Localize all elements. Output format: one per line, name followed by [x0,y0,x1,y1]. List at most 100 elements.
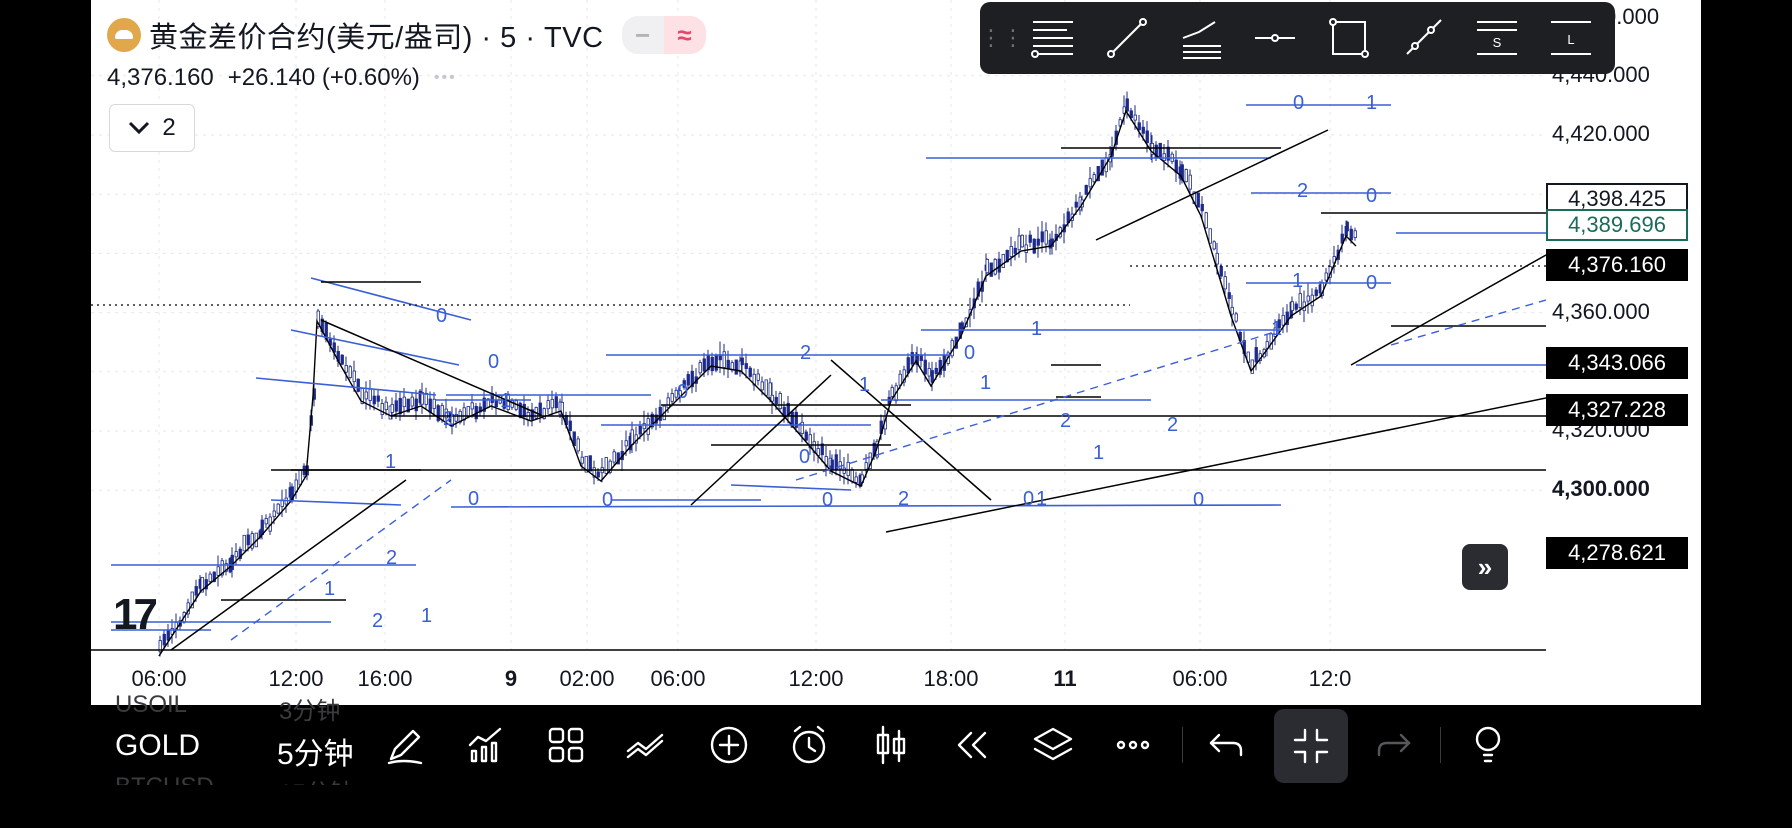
bottom-strip [0,788,1792,828]
idea-icon [1475,726,1501,763]
candle-body [410,396,414,407]
pen-icon [387,729,423,765]
candle-body [906,357,910,374]
symbol-selector[interactable]: GOLD [115,729,201,762]
chevron-down-icon [129,121,150,135]
price-axis[interactable]: 0.000 4,440.000 4,420.000 4,360.000 4,320.0… [1546,0,1701,705]
candle-body [212,571,216,582]
more-dots-icon[interactable]: ••• [433,69,457,86]
toolbar-button[interactable] [540,719,592,771]
time-label: 02:00 [559,666,615,691]
candle-body [1017,235,1021,251]
toolbar-button[interactable] [460,719,512,771]
horizontal-line-icon [1255,34,1295,42]
toolbar-button[interactable] [1107,719,1159,771]
candle-body [1230,306,1234,315]
symbol-header[interactable]: 黄金差价合约(美元/盎司) · 5 · TVC − ≈ [107,14,706,56]
candle-body [646,418,650,435]
time-label: 16:00 [357,666,413,691]
trend-lines[interactable] [170,129,1546,651]
toolbar-button[interactable] [1274,709,1348,783]
candle-body [890,387,894,397]
toolbar-button[interactable] [703,719,755,771]
price-change: +26.140 (+0.60%) [227,64,420,91]
candle-body [1141,126,1145,134]
toolbar-button[interactable] [1201,719,1253,771]
toolbar-button[interactable] [379,719,431,771]
price-tag[interactable]: 4,327.228 [1546,393,1688,426]
candle-body [576,438,580,452]
minus-icon[interactable]: − [621,16,664,54]
toolbar-button[interactable] [1027,719,1079,771]
fib-s-icon: S [1477,21,1517,55]
fib-l-icon: L [1551,21,1591,55]
toolbar-button[interactable] [783,719,835,771]
candle-body [760,381,764,391]
wave-icon[interactable]: ≈ [663,16,706,54]
candle-body [756,373,760,381]
candle-body [352,370,356,383]
toolbar-button[interactable] [620,719,672,771]
add-icon [710,726,748,764]
candle-body [985,258,989,274]
toolbar-button[interactable] [1367,719,1419,771]
fib-label: 1 [385,451,396,473]
candle-body [1020,234,1024,248]
candle-body [432,398,436,409]
indicators-icon [468,727,502,763]
scroll-to-realtime-button[interactable]: » [1462,544,1508,590]
drawing-tool-button[interactable] [1090,2,1164,74]
candle-body [372,395,376,405]
fib-levels[interactable] [111,104,1546,631]
candle-body [1013,247,1017,254]
candle-body [734,359,738,375]
candle-body [348,366,352,378]
toolbar-button[interactable] [865,719,917,771]
indicator-toggle[interactable]: − ≈ [621,16,706,54]
time-label: 12:00 [268,666,324,691]
toolbar-button[interactable] [1454,719,1506,771]
candle-body [774,396,778,404]
candle-body [770,394,774,402]
candle-body [276,503,280,514]
indicator-collapse-button[interactable]: 2 [109,104,195,152]
drawing-tool-button[interactable] [1386,2,1460,74]
time-axis[interactable]: 06:00 12:00 16:00 9 02:00 06:00 12:00 18:00 11 06… [91,660,1546,700]
candle-body [1306,295,1310,302]
candle-body [608,460,612,473]
drag-handle-icon[interactable]: ⋮⋮ [980,25,1024,50]
drawing-tool-button[interactable]: S [1460,2,1534,74]
price-tag[interactable]: 4,343.066 [1546,346,1688,379]
candle-body [194,586,198,596]
drawing-tool-button[interactable] [1312,2,1386,74]
drawing-tool-button[interactable] [1238,2,1312,74]
drawing-tool-button[interactable] [1164,2,1238,74]
price-tag[interactable]: 4,278.621 [1546,537,1688,570]
fib-label: 1 [859,374,870,396]
trend-line [830,359,992,501]
candle-body [494,399,498,408]
interval-selector[interactable]: 5分钟 [277,738,354,771]
fib-level-line [290,329,460,366]
fib-retracement-icon [1031,21,1073,58]
candle-body [272,510,276,517]
svg-text:S: S [1493,35,1502,50]
fib-level-line [450,504,1282,508]
candle-body [1298,293,1302,308]
candle-body [930,370,934,383]
toolbar-button[interactable] [945,719,997,771]
support-lines[interactable] [91,147,1546,651]
symbol-title[interactable]: 黄金差价合约(美元/盎司) · 5 · TVC [149,22,604,54]
candle-body [394,400,398,412]
candle-body [588,455,592,472]
time-label: 06:00 [131,666,187,691]
candle-body [722,351,726,368]
price-tag[interactable]: 4,389.696 [1546,208,1688,241]
drawing-tool-button[interactable]: L [1534,2,1608,74]
drawing-tool-button[interactable] [1016,2,1090,74]
candle-body [1285,311,1289,325]
price-tag[interactable]: 4,376.160 [1546,248,1688,281]
candle-body [1074,201,1078,208]
